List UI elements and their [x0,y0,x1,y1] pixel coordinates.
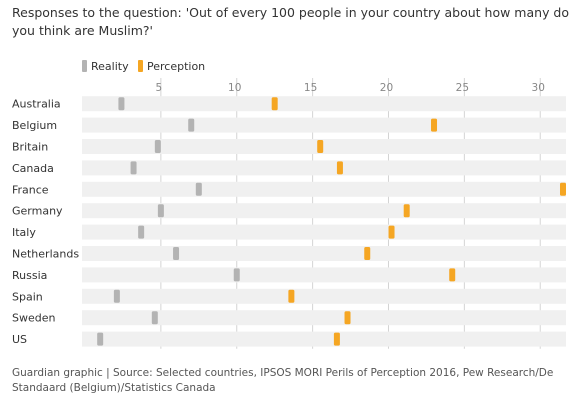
legend-swatch-perception [138,60,143,72]
row-track [82,160,566,176]
legend-label-reality: Reality [91,60,129,73]
reality-mark [195,182,202,196]
reality-mark [130,161,137,175]
reality-mark [154,140,161,153]
x-tick-label-10: 10 [228,82,241,94]
row-track [82,288,566,304]
reality-mark [151,311,158,325]
row-us: US [12,331,566,347]
reality-mark [188,118,195,132]
reality-mark [233,268,240,282]
country-label: Netherlands [12,248,79,261]
perception-mark [388,225,395,239]
perception-mark [560,182,566,196]
country-label: Britain [12,141,48,154]
reality-mark [97,332,104,346]
row-australia: Australia [12,96,566,112]
perception-mark [336,161,343,175]
country-label: US [12,333,27,346]
country-label: Italy [12,226,36,239]
row-track [82,117,566,133]
row-netherlands: Netherlands [12,246,566,261]
perception-mark [449,268,456,282]
x-tick-label-25: 25 [456,82,469,94]
perception-mark [431,118,438,132]
row-track [82,331,566,347]
perception-mark [344,311,351,325]
row-track [82,181,566,197]
country-label: Russia [12,269,47,282]
country-label: Canada [12,162,54,175]
row-sweden: Sweden [12,310,566,326]
row-germany: Germany [12,203,566,219]
perception-mark [271,97,278,111]
country-label: Belgium [12,119,57,132]
row-russia: Russia [12,267,566,283]
row-track [82,139,566,154]
perception-mark [333,332,340,346]
x-tick-label-20: 20 [380,82,393,94]
row-italy: Italy [12,224,566,240]
row-britain: Britain [12,139,566,154]
reality-mark [173,247,180,260]
chart-rows: Australia Belgium Britain Canada France Germa… [12,96,566,347]
perception-mark [317,140,324,153]
country-label: France [12,183,49,196]
country-label: Sweden [12,312,55,325]
country-label: Australia [12,98,61,111]
x-tick-label-15: 15 [304,82,317,94]
reality-mark [118,97,125,111]
row-track [82,96,566,112]
source-footnote: Guardian graphic | Source: Selected coun… [12,367,554,394]
country-label: Germany [12,205,63,218]
perception-mark [288,289,295,303]
row-track [82,203,566,219]
row-track [82,267,566,283]
country-label: Spain [12,290,43,303]
row-france: France [12,181,566,197]
row-track [82,310,566,326]
row-track [82,246,566,261]
reality-mark [113,289,120,303]
row-belgium: Belgium [12,117,566,133]
dot-plot-chart: Reality Perception 5 10 15 20 25 30 Australia B… [12,60,566,349]
row-track [82,224,566,240]
chart-subtitle: Responses to the question: 'Out of every… [12,5,570,38]
x-tick-label-30: 30 [532,82,545,94]
chart-legend: Reality Perception [82,60,205,73]
row-canada: Canada [12,160,566,176]
row-spain: Spain [12,288,566,304]
legend-swatch-reality [82,60,87,72]
reality-mark [157,204,164,218]
reality-mark [138,225,145,239]
perception-mark [364,247,371,260]
x-tick-label-5: 5 [156,82,163,94]
perception-mark [403,204,410,218]
legend-label-perception: Perception [147,60,205,73]
